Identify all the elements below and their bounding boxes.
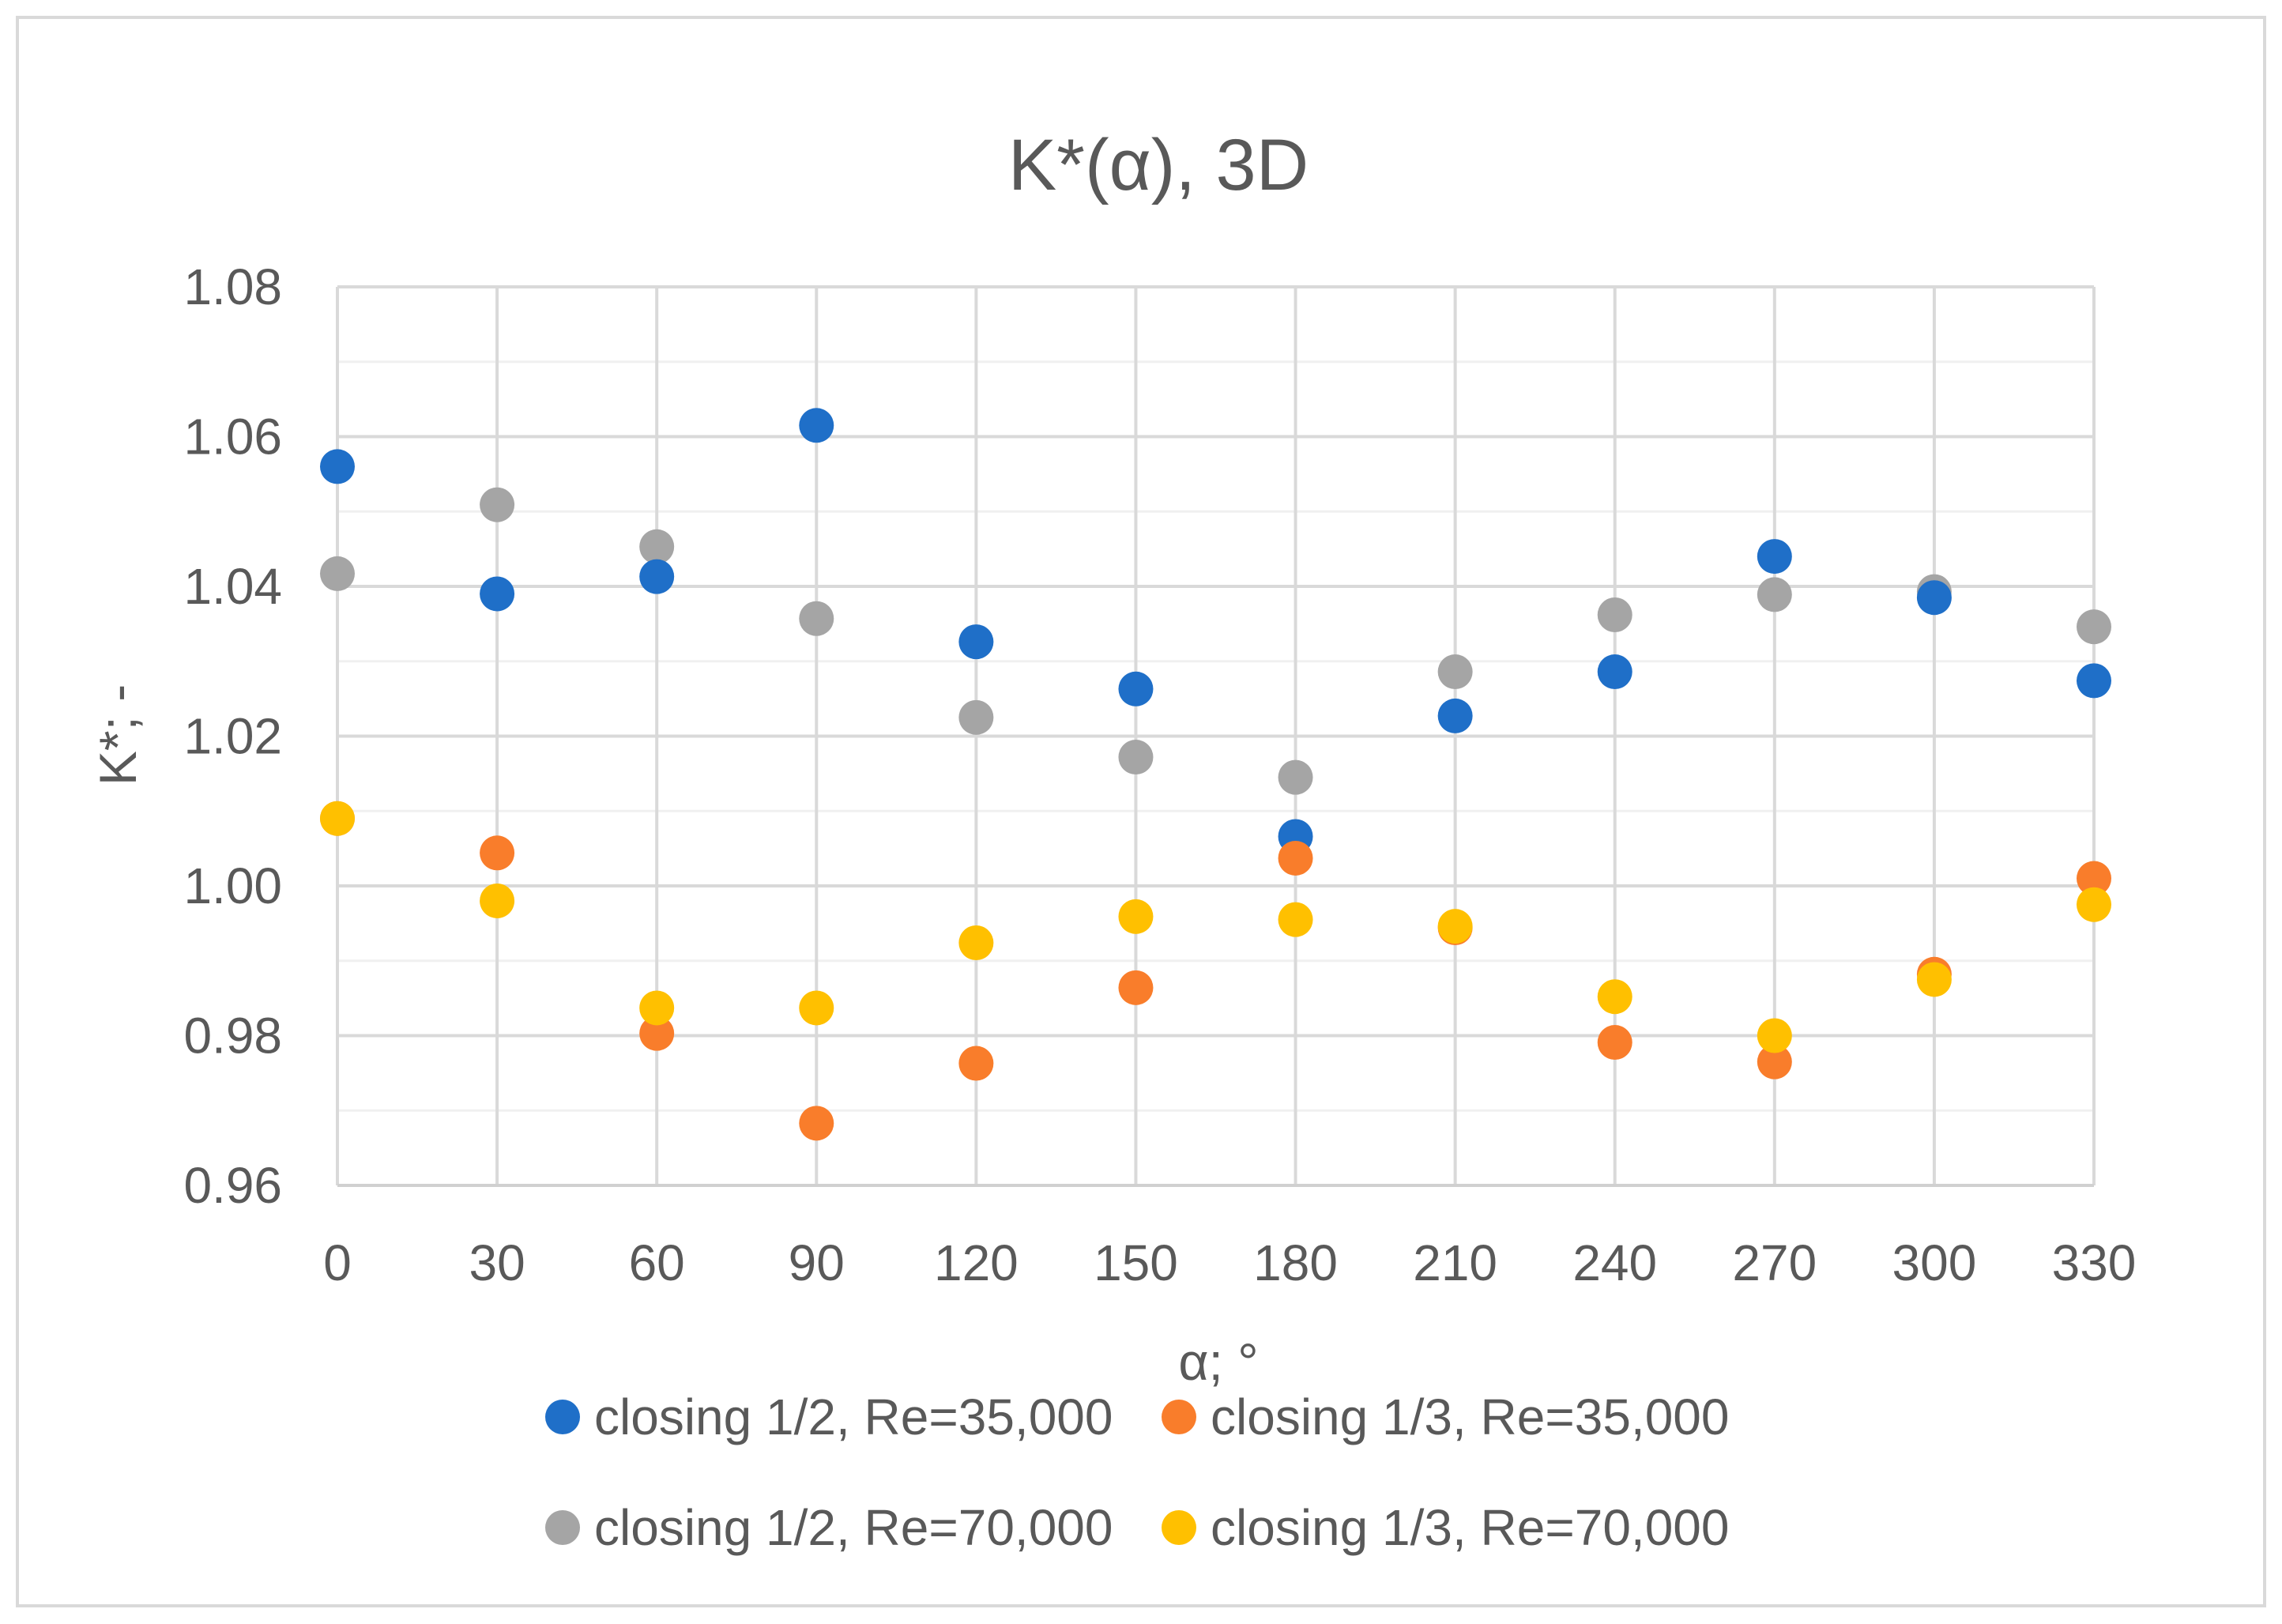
y-tick-label: 1.00 <box>183 857 282 914</box>
data-point <box>1437 909 1473 944</box>
x-tick-label: 30 <box>469 1234 525 1291</box>
data-point <box>480 835 515 871</box>
legend-label: closing 1/3, Re=70,000 <box>1211 1499 1729 1556</box>
x-tick-label: 240 <box>1572 1234 1657 1291</box>
major-gridlines <box>336 285 2096 1185</box>
x-tick-label: 300 <box>1892 1234 1977 1291</box>
legend-label: closing 1/3, Re=35,000 <box>1211 1389 1729 1445</box>
data-point <box>2077 663 2111 699</box>
legend: closing 1/2, Re=35,000 closing 1/3, Re=35… <box>545 1389 1729 1556</box>
data-point <box>639 1015 675 1051</box>
x-tick-label: 150 <box>1094 1234 1178 1291</box>
y-axis-ticks: 0.96 0.98 1.00 1.02 1.04 1.06 1.08 <box>183 258 282 1214</box>
data-point <box>480 883 515 918</box>
data-point <box>320 556 355 591</box>
data-point <box>799 408 834 443</box>
data-point <box>1916 962 1952 997</box>
data-point <box>1597 654 1632 690</box>
minor-gridlines <box>337 360 2094 1112</box>
y-tick-label: 0.98 <box>183 1008 282 1064</box>
data-point <box>1757 1018 1792 1053</box>
data-point <box>2077 887 2111 922</box>
y-tick-label: 1.08 <box>183 258 282 315</box>
y-axis-label: K*; - <box>88 684 147 786</box>
x-tick-label: 0 <box>323 1234 352 1291</box>
x-tick-label: 180 <box>1253 1234 1338 1291</box>
data-point <box>1118 671 1154 706</box>
x-tick-label: 120 <box>934 1234 1019 1291</box>
data-point <box>1118 899 1154 934</box>
x-tick-label: 210 <box>1413 1234 1497 1291</box>
data-point <box>1437 698 1473 733</box>
data-point <box>1597 1025 1632 1061</box>
x-tick-label: 60 <box>629 1234 685 1291</box>
data-point <box>480 576 515 612</box>
data-point <box>799 1106 834 1141</box>
data-point <box>639 559 675 594</box>
x-axis-label: α; ° <box>1178 1332 1258 1391</box>
legend-marker <box>1162 1510 1196 1545</box>
data-point <box>958 699 994 735</box>
x-tick-label: 270 <box>1732 1234 1817 1291</box>
data-point <box>1597 597 1632 633</box>
data-point <box>799 601 834 636</box>
legend-marker <box>1162 1400 1196 1434</box>
data-point <box>2077 861 2111 896</box>
legend-label: closing 1/2, Re=35,000 <box>594 1389 1113 1445</box>
data-point <box>1118 970 1154 1005</box>
data-point <box>1757 1044 1792 1080</box>
x-tick-label: 90 <box>789 1234 845 1291</box>
y-tick-label: 1.04 <box>183 558 282 615</box>
y-tick-label: 1.06 <box>183 409 282 465</box>
legend-label: closing 1/2, Re=70,000 <box>594 1499 1113 1556</box>
data-point <box>1437 654 1473 690</box>
data-point <box>1916 580 1952 616</box>
data-point <box>799 990 834 1026</box>
y-tick-label: 1.02 <box>183 708 282 765</box>
data-point <box>1278 840 1313 876</box>
data-point <box>1278 759 1313 795</box>
legend-marker <box>545 1400 580 1434</box>
data-point <box>1757 577 1792 612</box>
data-point <box>639 529 675 564</box>
data-point <box>1278 902 1313 937</box>
data-point <box>958 624 994 660</box>
data-point <box>320 801 355 836</box>
x-axis-ticks: 0 30 60 90 120 150 180 210 240 270 300 330 <box>323 1234 2136 1291</box>
data-point <box>320 449 355 484</box>
data-point <box>1597 979 1632 1015</box>
data-point <box>958 1046 994 1081</box>
data-point <box>480 487 515 522</box>
y-tick-label: 0.96 <box>183 1157 282 1214</box>
chart-title: K*(α), 3D <box>1008 125 1309 205</box>
x-tick-label: 330 <box>2052 1234 2137 1291</box>
data-point <box>1118 740 1154 775</box>
data-point <box>1757 539 1792 575</box>
data-point <box>958 925 994 961</box>
data-point <box>639 990 675 1026</box>
data-points <box>320 408 2111 1141</box>
data-point <box>2077 609 2111 645</box>
legend-marker <box>545 1510 580 1545</box>
